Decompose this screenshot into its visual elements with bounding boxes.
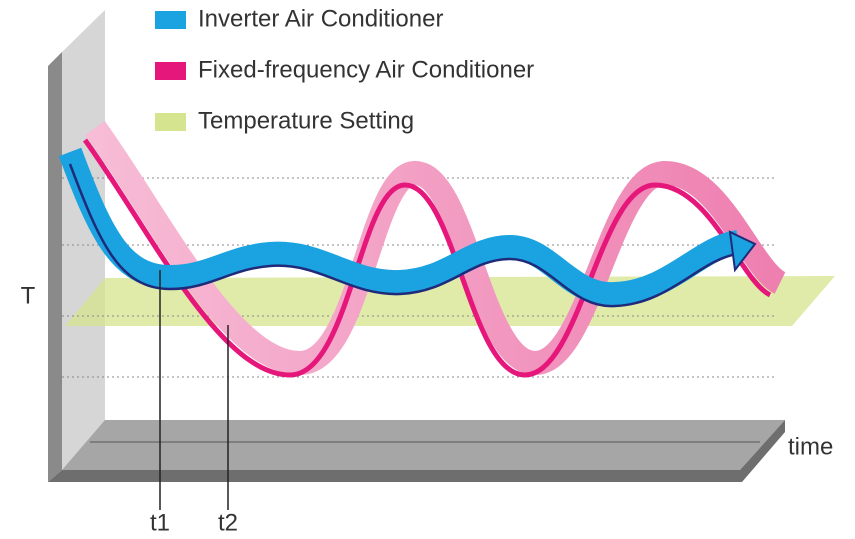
marker-label: t2 [218, 509, 238, 536]
legend-label: Fixed-frequency Air Conditioner [198, 56, 534, 83]
legend-label: Temperature Setting [198, 107, 414, 134]
marker-label: t1 [150, 509, 170, 536]
wall-side [48, 52, 62, 482]
legend-label: Inverter Air Conditioner [198, 5, 443, 32]
legend-swatch [155, 113, 186, 131]
y-axis-label: T [21, 282, 36, 309]
x-axis-label: time [788, 433, 833, 460]
diagram: t1 t2 T time Inverter Air Conditioner Fi… [0, 0, 855, 539]
legend-swatch [155, 62, 186, 80]
floor [62, 420, 785, 470]
legend-swatch [155, 11, 186, 29]
